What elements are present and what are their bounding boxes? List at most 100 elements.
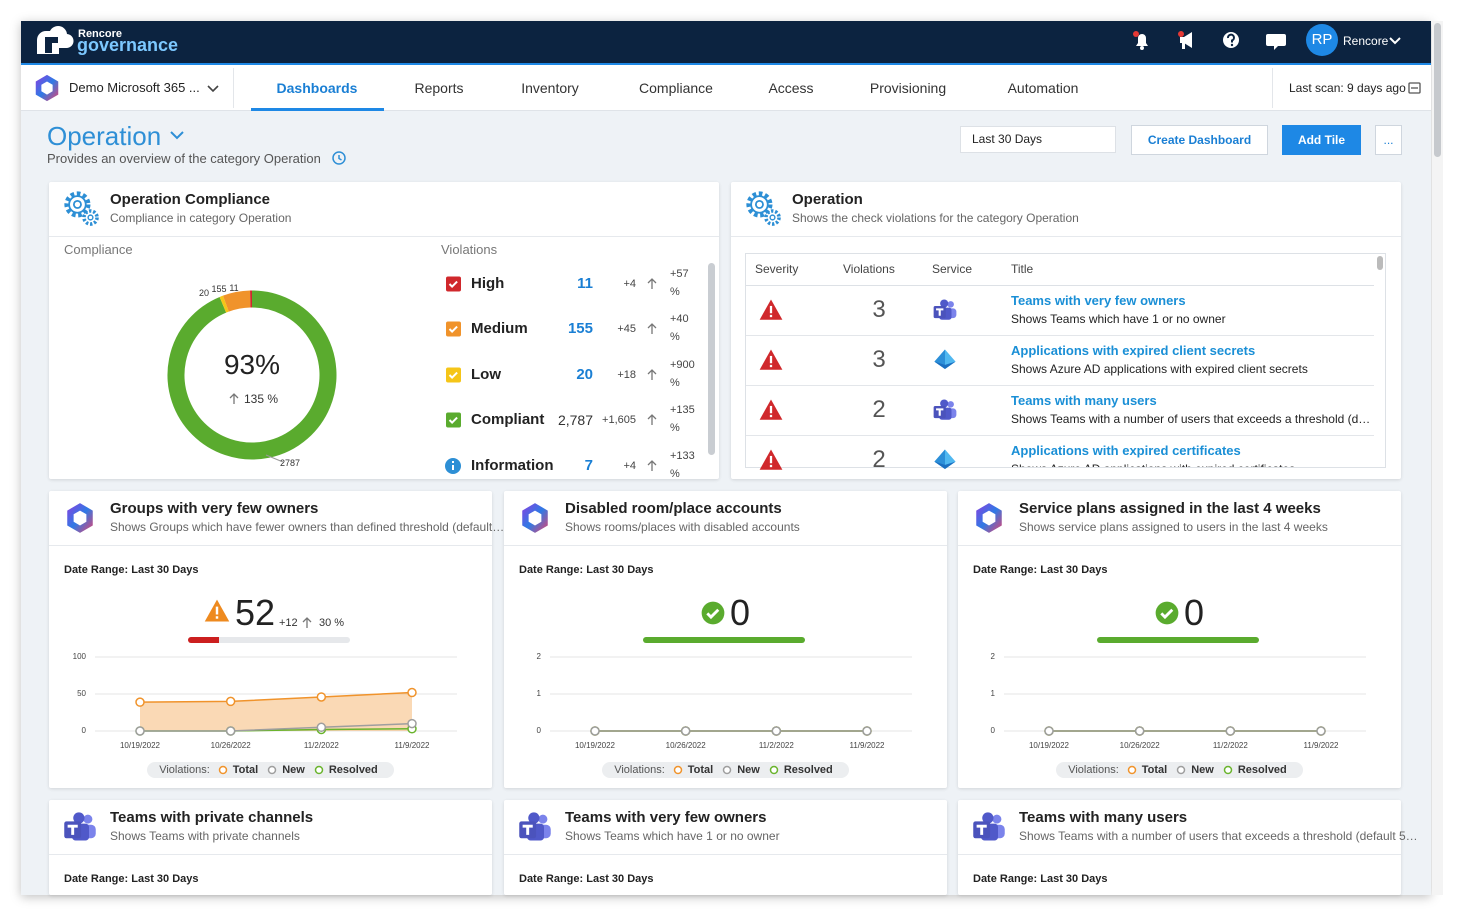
violation-name: Information [471,457,554,474]
nav-tab[interactable]: Provisioning [869,80,947,96]
row-divider [746,335,1374,336]
tile-title: Teams with private channels [110,809,314,826]
check-description: Shows Teams with a number of users that … [1011,412,1371,426]
legend-label: Total [1141,764,1168,776]
metric-value: 52 [235,592,276,633]
x-tick-label: 10/26/2022 [665,741,706,750]
top-bar [21,21,1431,63]
date-filter[interactable]: Last 30 Days [960,126,1116,153]
metric-value: 0 [1184,592,1205,633]
violation-pct: +135 % [670,404,695,434]
legend-marker [1127,765,1137,775]
violation-name: High [471,275,505,292]
legend-marker [722,765,732,775]
nav-tab[interactable]: Automation [1007,80,1079,96]
divider [49,545,492,546]
x-tick-label: 11/2/2022 [758,741,794,750]
y-tick-label: 1 [536,689,541,698]
progress-fill [643,637,805,643]
progress-fill [188,637,219,643]
row-divider [746,385,1374,386]
x-tick-label: 11/9/2022 [1303,741,1339,750]
legend: Violations: Total New Resolved [147,762,394,778]
tenant-selector[interactable]: Demo Microsoft 365 ... [69,80,200,95]
scrollbar-track [1432,21,1443,895]
legend-marker [722,765,732,775]
violation-count: 2,787 [557,412,593,428]
violation-change: +4 [623,460,636,472]
nav-tab[interactable]: Compliance [639,80,713,96]
nav-tab[interactable]: Reports [414,80,464,96]
progress-fill [1097,637,1259,643]
tile-title: Disabled room/place accounts [565,500,782,517]
legend-marker [1223,765,1233,775]
tile-title: Teams with very few owners [565,809,767,826]
legend-marker [1176,765,1186,775]
check-title[interactable]: Teams with very few owners [1011,293,1186,308]
tile-title: Service plans assigned in the last 4 wee… [1019,500,1321,517]
tile-subtitle: Compliance in category Operation [110,211,292,225]
donut-label: 20 [198,288,209,298]
violation-count: 20 [576,366,593,383]
legend-title: Violations: [614,764,665,776]
check-description: Shows Azure AD applications with expired… [1011,362,1308,376]
legend-label: Total [232,764,259,776]
nav-tab[interactable]: Dashboards [276,80,358,96]
donut-label: 11 [229,283,239,293]
check-title[interactable]: Applications with expired certificates [1011,443,1241,458]
donut-label: 155 [211,284,227,294]
legend-title: Violations: [1068,764,1119,776]
y-tick-label: 0 [990,726,995,735]
column-header: Title [1011,262,1034,276]
y-tick-label: 0 [536,726,541,735]
nav-tab[interactable]: Inventory [521,80,579,96]
last-scan: Last scan: 9 days ago [1289,81,1406,95]
legend: Violations: Total New Resolved [1056,762,1303,778]
check-title[interactable]: Teams with many users [1011,393,1157,408]
violation-count: 11 [577,275,593,292]
divider [49,854,492,855]
page-title: Operation [47,121,162,151]
check-title[interactable]: Applications with expired client secrets [1011,343,1256,358]
legend-marker [218,765,228,775]
violation-count: 155 [567,320,593,337]
legend-label: New [282,764,305,776]
violation-change: +18 [617,369,636,381]
violation-name: Compliant [471,411,545,428]
table [745,253,1386,468]
scrollbar-thumb[interactable] [708,263,715,455]
violation-name: Low [471,366,501,383]
tile-subtitle: Shows rooms/places with disabled account… [565,520,800,534]
x-tick-label: 10/19/2022 [574,741,616,750]
violation-change: +1,605 [602,414,636,426]
x-tick-label: 10/19/2022 [1028,741,1070,750]
user-name[interactable]: Rencore [1343,34,1389,48]
divider [731,236,1401,237]
scroll-area: High 11 +4 +57 % Medium 155 +45 +40 % Low 20 +18 +9… [49,237,707,479]
check-description: Shows Teams which have 1 or no owner [1011,312,1226,326]
violation-pct: +133 % [670,450,695,479]
violation-change: +4 [623,278,636,290]
tile [49,182,719,479]
scrollbar-thumb[interactable] [1434,23,1441,157]
tile [731,182,1401,479]
table-body: 3 Teams with very few owners Shows Teams w… [746,286,1374,467]
divider [746,285,1374,286]
legend-label: Resolved [328,764,378,776]
divider [504,854,947,855]
y-tick-label: 2 [990,652,995,661]
violation-count: 3 [872,296,886,323]
tile [49,800,492,895]
legend-marker [314,765,324,775]
nav-tab[interactable]: Access [768,80,814,96]
create-dashboard-button[interactable]: Create Dashboard [1131,125,1268,155]
nav-bar [21,65,1431,111]
more-button[interactable]: ... [1375,125,1402,155]
legend-marker [314,765,324,775]
tile-title: Teams with many users [1019,809,1188,826]
x-tick-label: 10/19/2022 [119,741,161,750]
divider [504,545,947,546]
add-tile-button[interactable]: Add Tile [1282,125,1361,155]
x-tick-label: 11/2/2022 [303,741,339,750]
legend-marker [673,765,683,775]
